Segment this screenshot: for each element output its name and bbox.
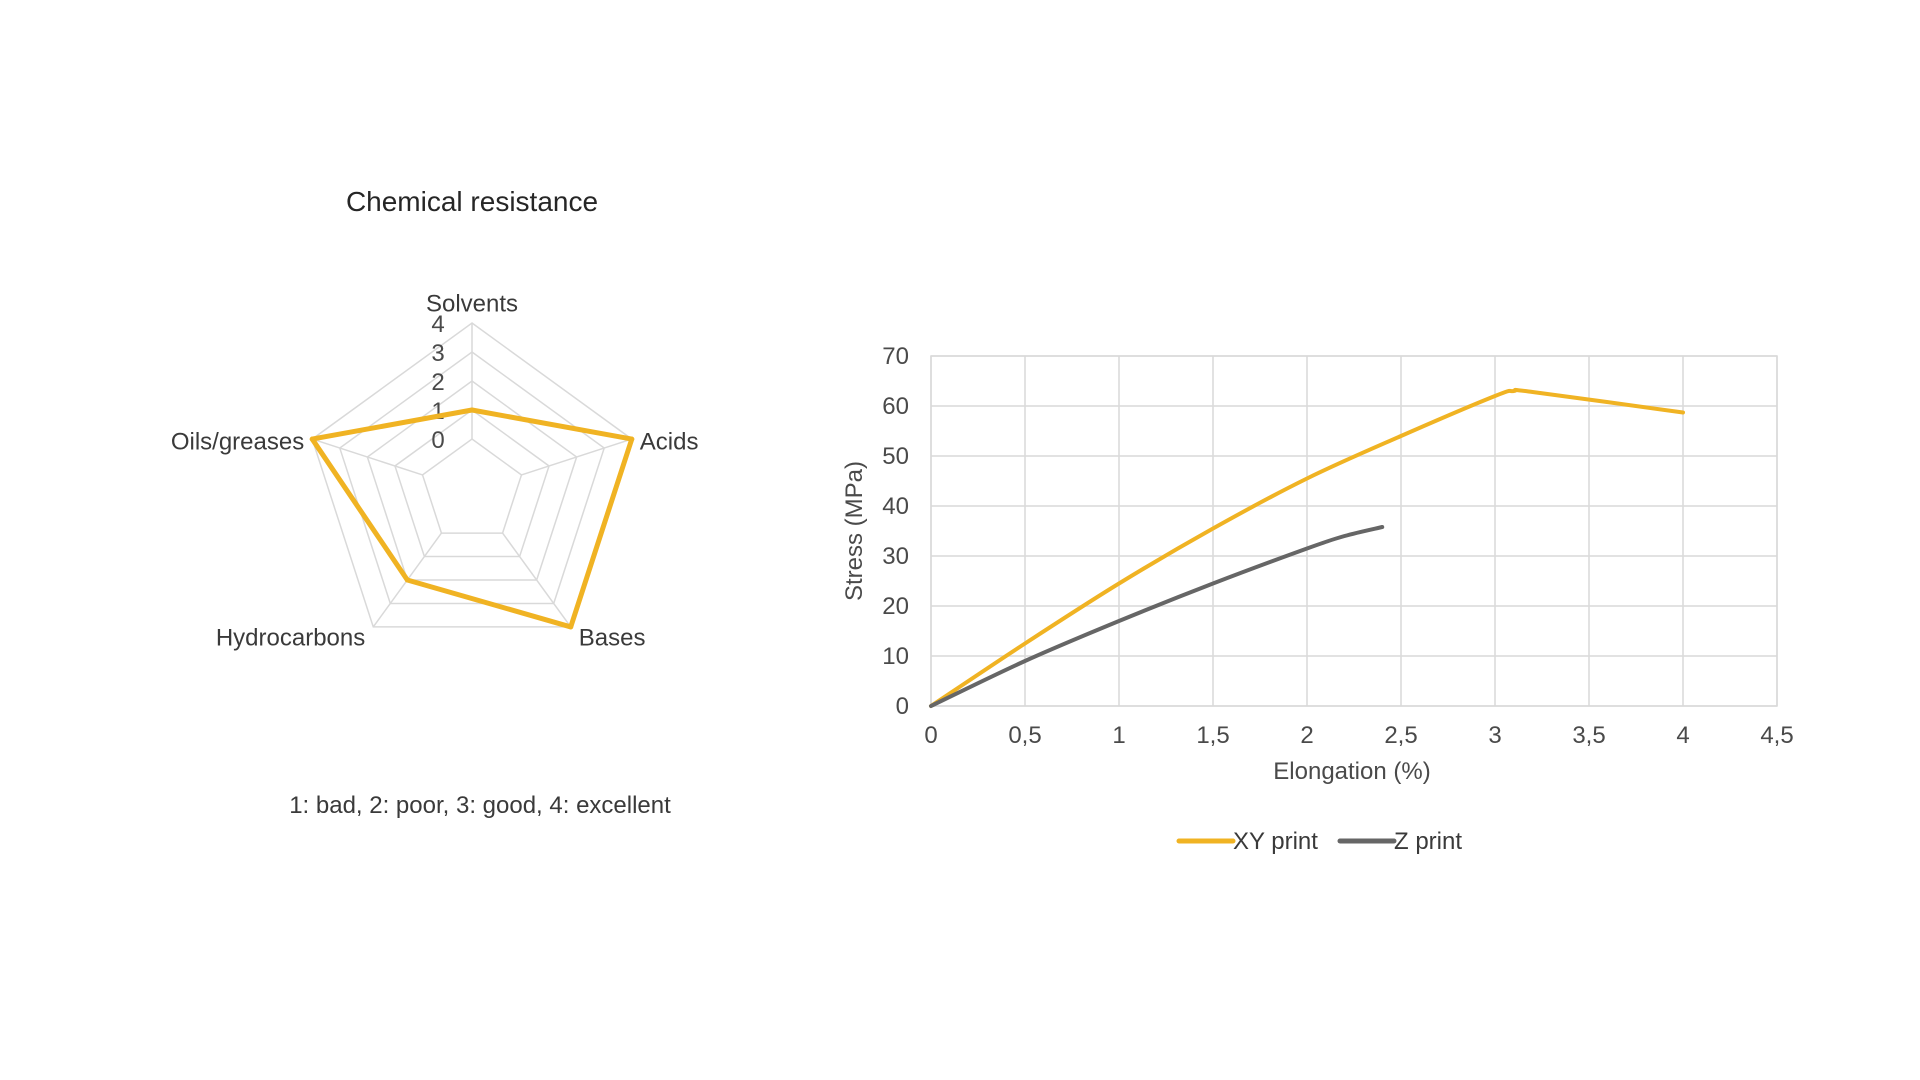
- y-tick-label: 70: [882, 343, 909, 370]
- y-tick-label: 30: [882, 543, 909, 570]
- series-line-z-print: [929, 525, 1385, 708]
- x-tick-label: 0,5: [1008, 722, 1041, 749]
- radar-spoke-2: [501, 532, 572, 628]
- radar-category-label: Oils/greases: [171, 428, 304, 455]
- x-tick-label: 1,5: [1196, 722, 1229, 749]
- radar-tick-label: 0: [431, 427, 444, 454]
- x-tick-label: 1: [1112, 722, 1125, 749]
- x-tick-label: 2: [1300, 722, 1313, 749]
- x-tick-label: 4,5: [1760, 722, 1793, 749]
- radar-point: [404, 577, 410, 583]
- radar-ring-2: [366, 380, 578, 581]
- y-tick-label: 0: [896, 693, 909, 720]
- x-tick-label: 3,5: [1572, 722, 1605, 749]
- radar-series-polygon: [309, 407, 635, 630]
- radar-point: [309, 436, 315, 442]
- radar-spoke-4: [311, 438, 423, 476]
- x-tick-label: 0: [924, 722, 937, 749]
- plot-area: [930, 355, 1778, 707]
- y-axis-label: Stress (MPa): [841, 461, 868, 601]
- radar-category-labels: Solvents Acids Bases Hydrocarbons Oils/greas…: [171, 290, 699, 651]
- radar-point: [629, 436, 635, 442]
- y-tick-labels: 0 10 20 30 40 50 60 70: [882, 343, 909, 720]
- radar-scale-note: 1: bad, 2: poor, 3: good, 4: excellent: [289, 792, 671, 819]
- y-tick-label: 40: [882, 493, 909, 520]
- legend-label: XY print: [1233, 828, 1318, 855]
- radar-spoke-1: [521, 438, 633, 476]
- x-tick-label: 3: [1488, 722, 1501, 749]
- radar-ring-1: [394, 409, 550, 558]
- radar-category-label: Solvents: [426, 290, 518, 317]
- line-series: [929, 387, 1685, 708]
- radar-tick-label: 1: [431, 398, 444, 425]
- radar-category-label: Acids: [640, 428, 699, 455]
- legend: XY print Z print: [1176, 828, 1462, 855]
- x-tick-label: 2,5: [1384, 722, 1417, 749]
- radar-category-label: Bases: [579, 624, 646, 651]
- radar-ring-0: [421, 438, 523, 534]
- x-axis-label: Elongation (%): [1273, 758, 1430, 785]
- y-tick-label: 50: [882, 443, 909, 470]
- radar-series: [309, 407, 635, 630]
- radar-chart-title: Chemical resistance: [346, 186, 598, 217]
- radar-tick-label: 4: [431, 311, 444, 338]
- stress-elongation-chart: 0 10 20 30 40 50 60 70 0 0,5 1 1,5 2 2,5 3 3,5 4 4,5 Str…: [841, 343, 1794, 855]
- radar-tick-label: 3: [431, 340, 444, 367]
- radar-point: [469, 407, 475, 413]
- radar-point: [568, 624, 574, 630]
- radar-ring-4: [311, 322, 633, 628]
- x-tick-labels: 0 0,5 1 1,5 2 2,5 3 3,5 4 4,5: [924, 722, 1793, 749]
- y-tick-label: 10: [882, 643, 909, 670]
- y-tick-label: 60: [882, 393, 909, 420]
- x-tick-label: 4: [1676, 722, 1689, 749]
- y-tick-label: 20: [882, 593, 909, 620]
- legend-label: Z print: [1394, 828, 1462, 855]
- radar-tick-label: 2: [431, 369, 444, 396]
- radar-category-label: Hydrocarbons: [216, 624, 365, 651]
- series-line-xy-print: [929, 387, 1685, 708]
